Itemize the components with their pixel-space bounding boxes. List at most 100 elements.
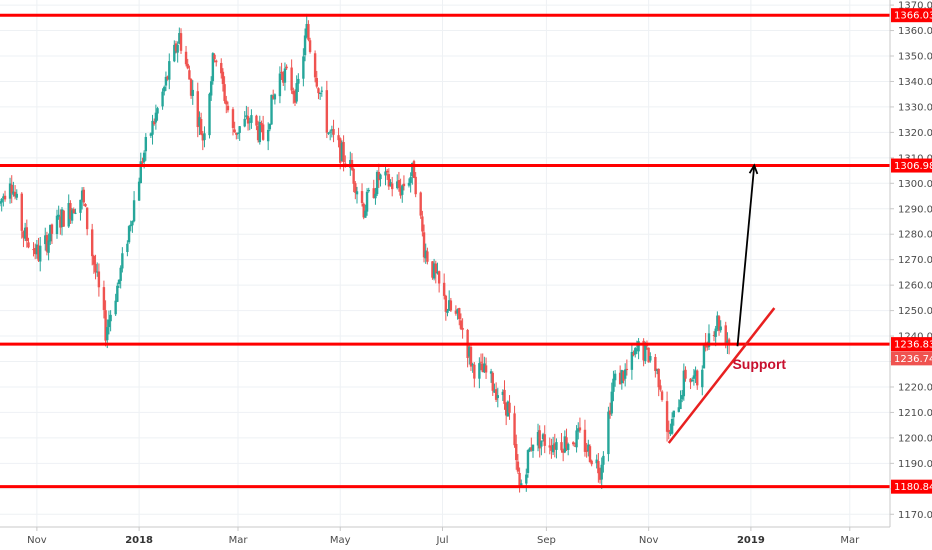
candle-body [491, 372, 494, 391]
candle-body [116, 285, 119, 302]
candle-body [27, 242, 30, 248]
candle-body [623, 369, 627, 379]
price-tick-label: 1190.00 [898, 459, 932, 470]
candle-body [565, 437, 568, 449]
candle-body [59, 216, 62, 228]
candle-body [528, 448, 531, 452]
candle-body [313, 53, 317, 78]
candle-body [385, 170, 389, 173]
time-tick-label: 2019 [737, 535, 765, 546]
time-axis-ticks[interactable]: Nov 2018 Mar May Jul Sep Nov 2019 Mar [27, 527, 860, 546]
candle-body [211, 53, 215, 82]
candle-body [526, 450, 530, 473]
candle-body [84, 204, 87, 207]
price-tick-label: 1350.00 [898, 52, 932, 63]
grid-lines [0, 0, 890, 527]
candle-body [235, 132, 238, 135]
candle-body [608, 410, 612, 415]
candle-body [156, 108, 159, 114]
candle-body [454, 310, 458, 314]
candle-body [225, 100, 228, 105]
candle-body [127, 226, 131, 243]
candle-body [280, 71, 283, 74]
candle-body [531, 444, 535, 451]
candle-body [585, 450, 588, 452]
candle-body [691, 380, 694, 382]
candle-body [62, 210, 65, 227]
candle-body [516, 461, 520, 472]
candle-body [221, 71, 225, 85]
candle-body [0, 198, 3, 203]
candle-body [727, 339, 731, 345]
time-tick-label: Mar [840, 535, 860, 546]
candle-body [2, 196, 5, 199]
candle-body [572, 442, 575, 445]
candle-body [318, 92, 322, 94]
candle-body [518, 472, 521, 487]
time-tick-label: Sep [537, 535, 556, 546]
candle-body [461, 327, 464, 330]
time-tick-label: May [330, 535, 351, 546]
candle-body [102, 287, 106, 310]
price-tick-label: 1260.00 [898, 281, 932, 292]
candle-body [246, 116, 250, 124]
candle-body [96, 271, 99, 273]
candle-body [508, 402, 511, 413]
candle-body [479, 361, 483, 363]
candle-body [174, 43, 178, 51]
candle-body [456, 309, 459, 314]
candle-body [421, 216, 424, 232]
price-tick-label: 1240.00 [898, 332, 932, 343]
candle-body [726, 340, 729, 344]
candle-body [191, 89, 194, 96]
candle-body [132, 200, 136, 222]
candle-body [119, 267, 122, 281]
candle-body [540, 440, 543, 447]
support-trendline [667, 307, 776, 444]
candle-body [484, 365, 488, 373]
candle-body [548, 445, 551, 448]
candle-body [602, 455, 605, 465]
resistance-mid-price-tag-label: 1306.98 [894, 161, 932, 172]
candle-body [551, 444, 555, 453]
forecast-arrow-head [748, 163, 759, 175]
candle-body [161, 91, 164, 107]
candle-body [303, 35, 307, 56]
candle-body [444, 295, 448, 312]
candle-body [215, 60, 218, 63]
candle-body [339, 138, 342, 163]
candle-body [35, 244, 39, 255]
candle-body [717, 316, 721, 331]
candle-body [525, 474, 528, 484]
candle-body [536, 431, 540, 446]
candle-body [285, 66, 288, 69]
candle-body [332, 129, 335, 135]
candle-body [74, 212, 77, 214]
candle-body [520, 483, 523, 486]
candle-body [270, 94, 273, 125]
candle-body [260, 123, 263, 125]
candle-body [506, 401, 510, 417]
candle-body [90, 229, 94, 257]
candle-body [256, 126, 260, 141]
candle-body [426, 251, 429, 262]
candle-body [407, 182, 411, 186]
candle-body [268, 123, 272, 130]
candle-body [707, 333, 711, 347]
price-tick-label: 1360.00 [898, 26, 932, 37]
price-tick-label: 1370.00 [898, 1, 932, 12]
candle-body [173, 44, 176, 62]
price-tick-label: 1270.00 [898, 255, 932, 266]
candle-body [694, 370, 697, 376]
candle-body [677, 407, 681, 412]
time-tick-label: 2018 [125, 535, 153, 546]
candle-body [538, 430, 541, 449]
candle-body [23, 227, 27, 239]
candle-body [437, 271, 441, 284]
candle-body [612, 378, 615, 392]
candle-body [226, 105, 230, 111]
candle-body [635, 349, 639, 351]
candle-body [680, 395, 684, 400]
